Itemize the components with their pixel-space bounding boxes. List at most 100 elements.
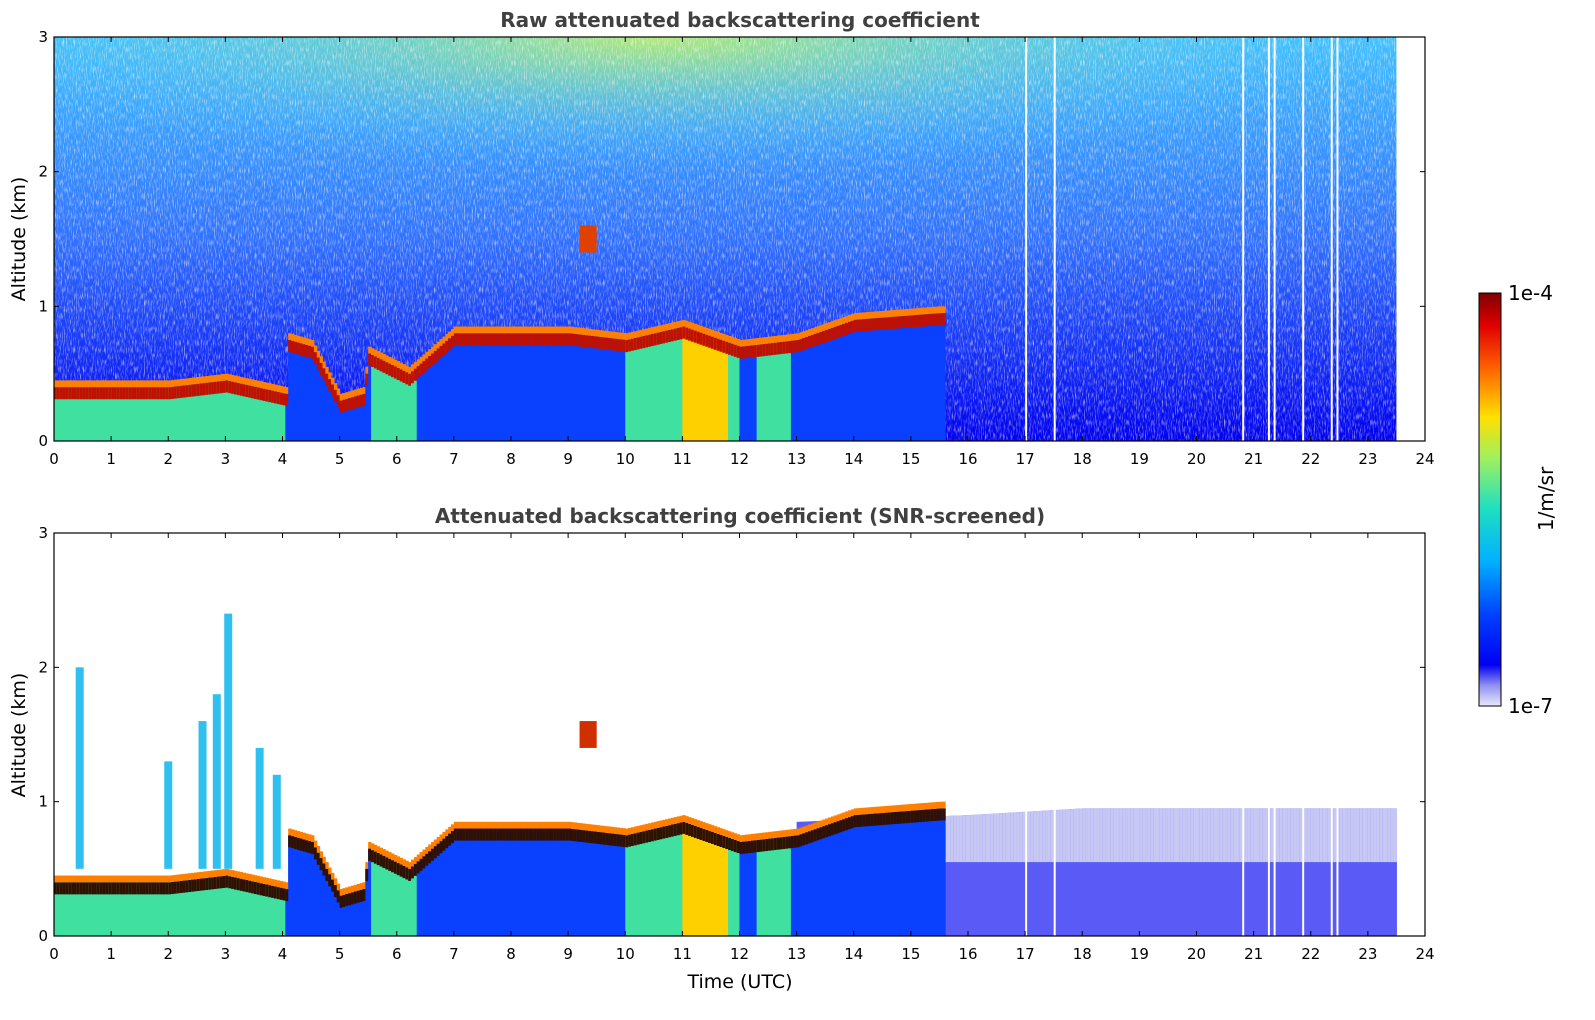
layer-edge [533,821,538,829]
layer-core [102,387,106,400]
layer-edge [562,326,566,334]
aerosol-column [785,341,789,441]
x-tick-label: 19 [1130,945,1149,963]
layer-edge [759,832,763,840]
panel-2-ylabel: Altitude (km) [8,673,30,798]
aerosol-column [371,850,375,936]
layer-edge [411,364,415,372]
aerosol-column [602,832,606,936]
screened-pale-top [1233,808,1237,863]
layer-edge [422,354,426,362]
layer-core [402,865,406,879]
layer-core [676,823,681,836]
aerosol-column [633,337,638,441]
aerosol-column [485,828,489,936]
aerosol-layer [54,306,946,441]
layer-core [399,864,403,877]
aerosol-column [371,354,375,441]
screened-column [1222,808,1226,936]
screened-pale-top [1167,808,1172,863]
layer-edge [402,859,406,866]
layer-edge [673,817,678,824]
screened-column [1353,808,1357,936]
layer-edge [182,873,186,881]
layer-edge [116,875,121,883]
screened-pale-top [968,815,972,863]
plume [198,721,207,869]
layer-edge [728,831,732,838]
aerosol-column [388,363,392,441]
screened-column [1233,808,1237,936]
layer-edge [302,337,306,345]
aerosol-column [113,387,118,441]
layer-edge [659,325,663,332]
layer-core [628,834,632,847]
screened-pale-top [1010,812,1015,863]
layer-core [796,340,800,353]
screened-pale-top [1245,808,1249,863]
screened-column [1390,808,1395,936]
aerosol-column [248,880,252,936]
screened-column [1325,808,1329,936]
aerosol-column [850,320,855,441]
aerosol-column [185,880,189,936]
screened-pale-top [1276,808,1280,863]
aerosol-column [688,823,692,936]
aerosol-column [805,832,809,936]
aerosol-column [88,387,92,441]
layer-edge [125,875,129,883]
layer-core [888,317,892,330]
aerosol-column [59,882,64,936]
layer-edge [271,383,275,391]
x-tick-label: 9 [563,945,573,963]
screened-pale-top [1196,808,1200,863]
layer-edge [556,326,561,334]
screened-column [1165,808,1169,936]
layer-core [125,387,129,400]
layer-core [359,889,363,902]
layer-core [688,823,692,836]
layer-core [468,333,472,346]
aerosol-column [148,882,152,936]
layer-core [773,837,778,851]
layer-core [590,335,595,349]
aerosol-column [633,833,638,936]
screened-column [1316,808,1320,936]
screened-column [1347,808,1352,936]
x-tick-label: 23 [1358,450,1377,468]
aerosol-column [739,346,743,441]
layer-edge [251,379,255,387]
layer-edge [730,336,735,344]
layer-core [933,313,938,326]
aerosol-column [471,333,475,441]
layer-edge [513,821,518,829]
layer-core [753,345,758,358]
screened-pale-top [1379,808,1383,863]
layer-edge [785,334,789,342]
aerosol-column [716,833,721,936]
aerosol-column [865,814,869,936]
layer-core [739,841,743,855]
layer-core [588,335,592,348]
layer-edge [773,831,778,838]
layer-core [908,315,912,328]
layer-edge [391,853,395,861]
layer-edge [82,380,86,388]
layer-core [256,387,261,400]
layer-core [610,338,615,351]
layer-core [96,387,101,400]
layer-core [59,387,64,400]
layer-core [388,858,392,871]
aerosol-layer [54,801,946,936]
aerosol-column [859,319,863,441]
aerosol-column [93,882,98,936]
layer-edge [833,320,838,327]
layer-edge [690,322,695,330]
aerosol-column [142,882,146,936]
layer-edge [313,840,318,848]
layer-core [328,379,332,392]
layer-core [933,808,938,821]
x-tick-label: 21 [1244,450,1263,468]
aerosol-column [825,329,829,441]
layer-edge [610,331,615,339]
